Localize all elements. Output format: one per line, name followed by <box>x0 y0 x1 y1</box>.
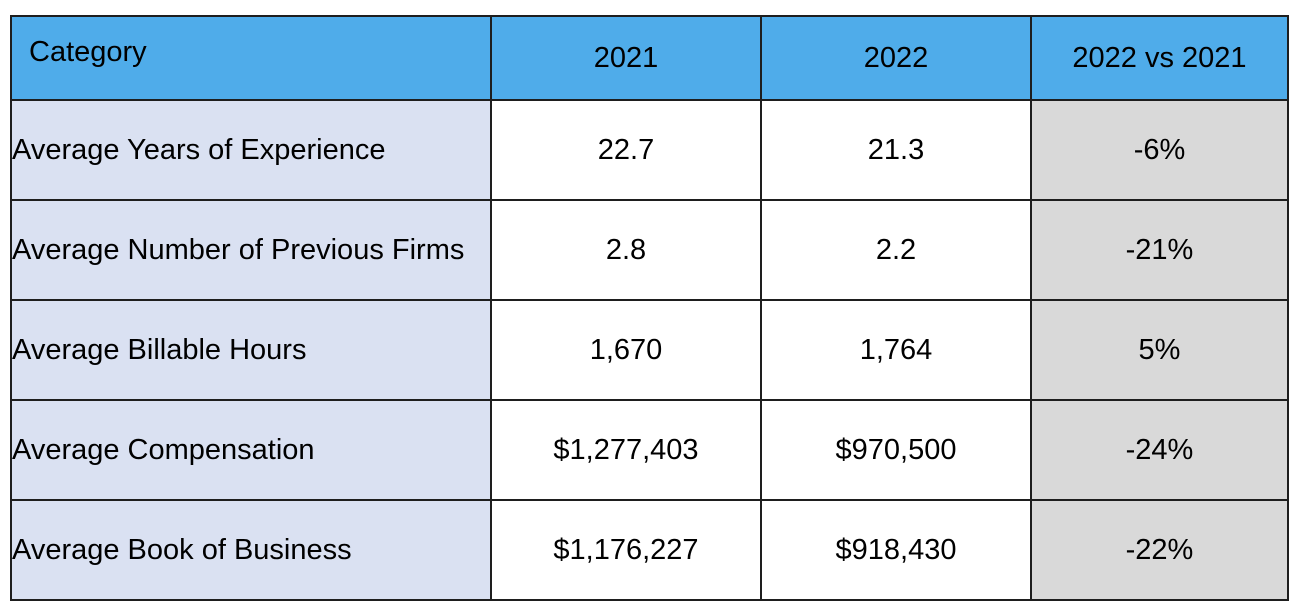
row-change: -24% <box>1030 399 1289 501</box>
table-row: Average Book of Business $1,176,227 $918… <box>10 499 1289 601</box>
row-value-2022: $918,430 <box>760 499 1032 601</box>
header-row: Category 2021 2022 2022 vs 2021 <box>10 15 1289 101</box>
row-value-2021: 2.8 <box>490 199 762 301</box>
table-row: Average Billable Hours 1,670 1,764 5% <box>10 299 1289 401</box>
header-change: 2022 vs 2021 <box>1030 15 1289 101</box>
comparison-table: Category 2021 2022 2022 vs 2021 Average … <box>10 15 1289 601</box>
row-category: Average Billable Hours <box>10 299 492 401</box>
table-row: Average Years of Experience 22.7 21.3 -6… <box>10 99 1289 201</box>
row-value-2022: 2.2 <box>760 199 1032 301</box>
row-category: Average Number of Previous Firms <box>10 199 492 301</box>
row-value-2022: 1,764 <box>760 299 1032 401</box>
row-value-2022: 21.3 <box>760 99 1032 201</box>
row-value-2021: 1,670 <box>490 299 762 401</box>
row-change: 5% <box>1030 299 1289 401</box>
row-value-2021: $1,176,227 <box>490 499 762 601</box>
header-category: Category <box>10 15 492 101</box>
row-category: Average Years of Experience <box>10 99 492 201</box>
header-2021: 2021 <box>490 15 762 101</box>
row-category: Average Compensation <box>10 399 492 501</box>
table-row: Average Compensation $1,277,403 $970,500… <box>10 399 1289 501</box>
row-value-2022: $970,500 <box>760 399 1032 501</box>
row-change: -6% <box>1030 99 1289 201</box>
row-change: -22% <box>1030 499 1289 601</box>
table-row: Average Number of Previous Firms 2.8 2.2… <box>10 199 1289 301</box>
row-category: Average Book of Business <box>10 499 492 601</box>
header-2022: 2022 <box>760 15 1032 101</box>
row-change: -21% <box>1030 199 1289 301</box>
row-value-2021: $1,277,403 <box>490 399 762 501</box>
row-value-2021: 22.7 <box>490 99 762 201</box>
